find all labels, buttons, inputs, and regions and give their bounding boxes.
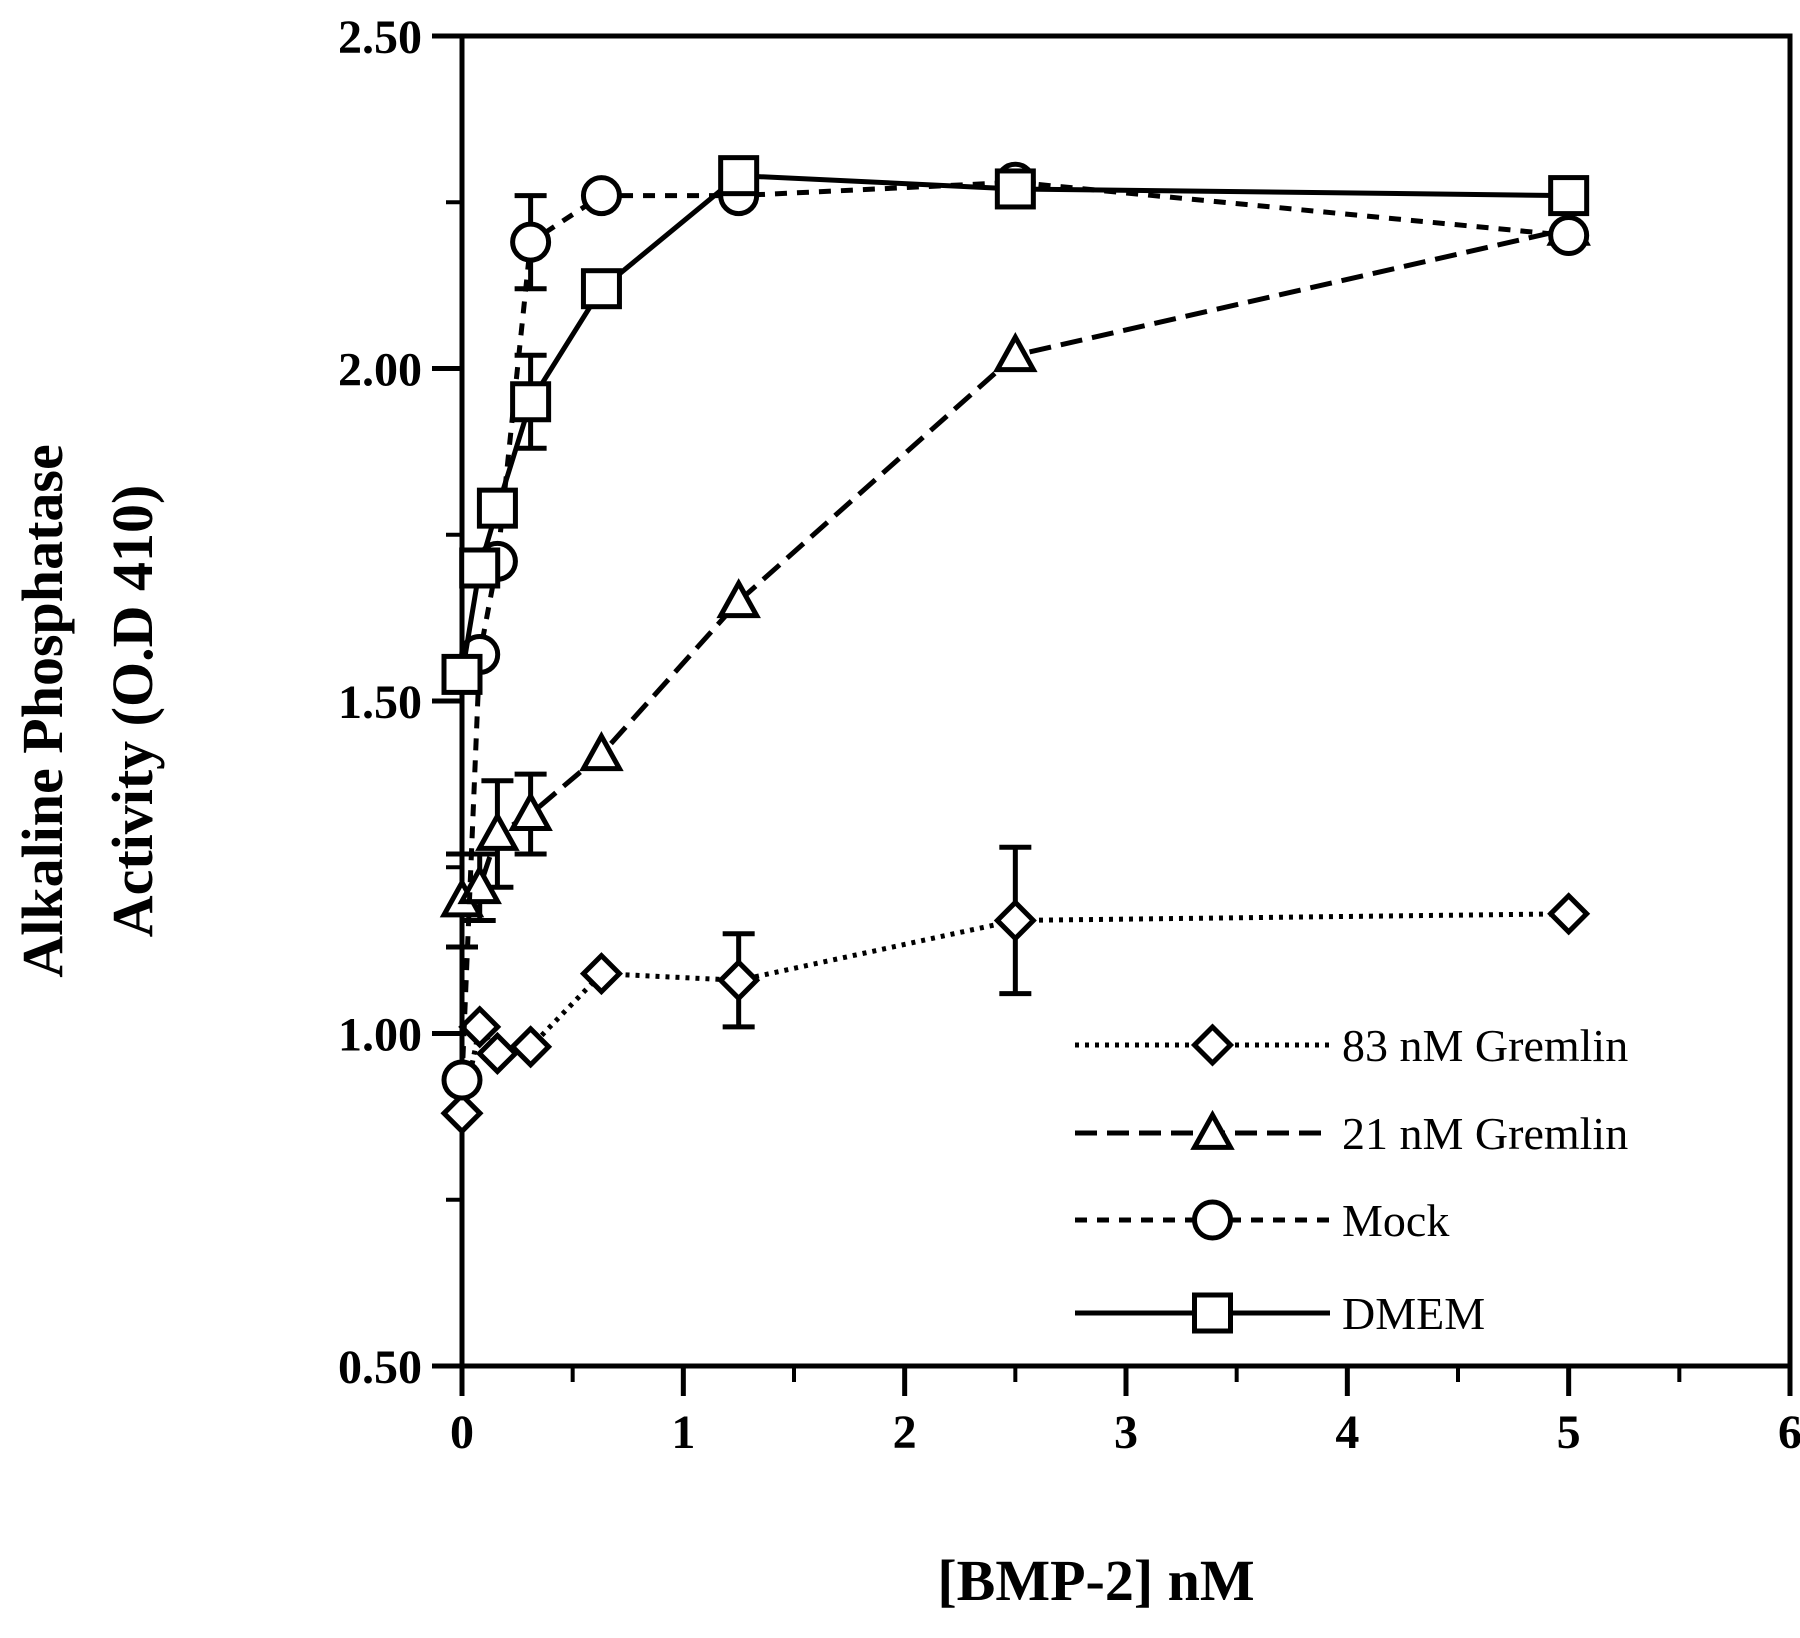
- legend-marker: [1190, 1023, 1235, 1067]
- x-tick-label: 2: [893, 1406, 917, 1459]
- series-dmem: [441, 155, 1590, 695]
- data-point: [579, 731, 624, 772]
- data-point: [508, 790, 553, 831]
- data-point: [458, 1005, 502, 1049]
- data-point: [1548, 215, 1590, 256]
- y-axis-title-line-2: Activity (O.D 410): [100, 485, 165, 938]
- data-point: [580, 175, 622, 217]
- x-tick-label: 4: [1335, 1406, 1359, 1459]
- series-layer: [439, 155, 1591, 1135]
- x-tick-label: 3: [1114, 1406, 1138, 1459]
- data-point: [1548, 175, 1590, 217]
- data-point: [510, 221, 552, 263]
- data-point: [579, 952, 623, 996]
- data-point: [475, 810, 520, 851]
- data-point: [476, 487, 518, 529]
- data-point: [716, 578, 761, 619]
- legend-item: Mock: [1075, 1195, 1449, 1246]
- legend-marker: [1192, 1199, 1233, 1241]
- data-point: [993, 898, 1037, 942]
- legend-item: 21 nM Gremlin: [1075, 1108, 1628, 1159]
- x-tick-label: 5: [1557, 1406, 1581, 1459]
- x-axis-title: [BMP-2] nM: [937, 1548, 1254, 1613]
- y-tick-label: 1.50: [338, 676, 422, 729]
- plot-frame: [459, 33, 1793, 1369]
- legend-item: DMEM: [1075, 1288, 1485, 1339]
- axes: 0.50 1.00 1.50 2.00 2.50 0 1 2 3 4 5 6: [338, 11, 1800, 1459]
- series-line: [459, 173, 1569, 675]
- y-tick-label: 2.50: [338, 11, 422, 64]
- data-point: [718, 155, 760, 197]
- legend-marker: [1192, 1292, 1233, 1334]
- data-point: [993, 332, 1038, 373]
- data-point: [580, 268, 622, 310]
- legend: 83 nM Gremlin 21 nM Gremlin Mock DMEM: [1075, 1020, 1628, 1339]
- data-point: [717, 958, 761, 1002]
- y-tick-label: 2.00: [338, 344, 422, 397]
- data-point: [441, 1059, 483, 1101]
- data-point: [1547, 892, 1591, 936]
- x-tick-label: 6: [1778, 1406, 1800, 1459]
- series-line: [460, 226, 1570, 903]
- y-tick-label: 0.50: [338, 1341, 422, 1394]
- legend-label: DMEM: [1342, 1288, 1485, 1339]
- data-point: [459, 547, 501, 589]
- data-point: [475, 1031, 519, 1075]
- data-point: [509, 1025, 553, 1069]
- series-83-nm-gremlin: [440, 844, 1591, 1135]
- data-point: [440, 1091, 484, 1135]
- series-21-nm-gremlin: [439, 205, 1591, 950]
- x-tick-label: 0: [450, 1406, 474, 1459]
- data-point: [510, 381, 552, 423]
- y-axis-title-line-1: Alkaline Phosphatase: [10, 444, 75, 977]
- legend-marker: [1190, 1109, 1235, 1150]
- legend-label: 83 nM Gremlin: [1342, 1020, 1628, 1071]
- y-tick-label: 1.00: [338, 1009, 422, 1062]
- legend-label: Mock: [1342, 1195, 1449, 1246]
- legend-label: 21 nM Gremlin: [1342, 1108, 1628, 1159]
- data-point: [994, 168, 1036, 210]
- data-point: [441, 653, 483, 695]
- legend-item: 83 nM Gremlin: [1075, 1020, 1628, 1071]
- x-tick-label: 1: [671, 1406, 695, 1459]
